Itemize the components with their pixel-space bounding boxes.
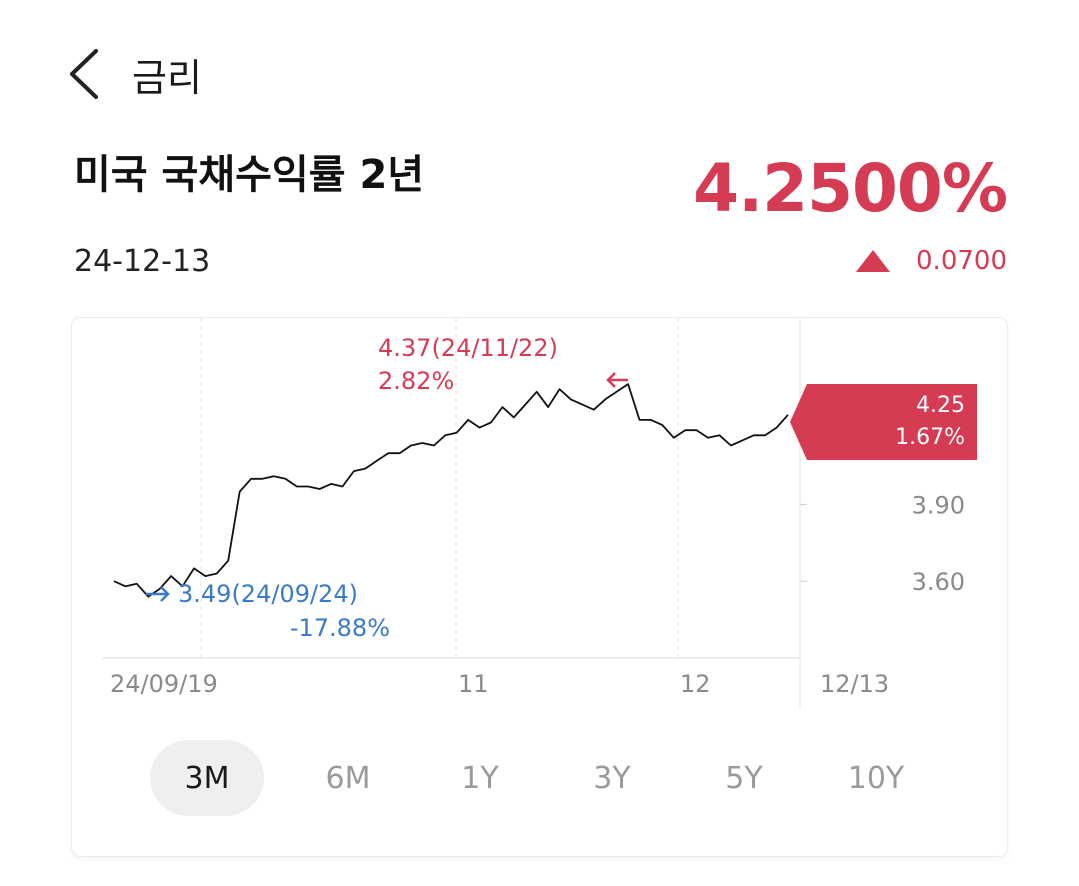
up-triangle-icon: [856, 250, 891, 272]
instrument-name: 미국 국채수익률 2년: [74, 152, 425, 198]
series-line: [113, 383, 789, 598]
high-annotation-pct: 2.82%: [378, 367, 454, 395]
low-arrow-icon: [146, 586, 170, 602]
price-change: 0.0700: [856, 246, 1007, 276]
tab-6m[interactable]: 6M: [325, 760, 371, 796]
y-tick-label: 3.90: [912, 491, 965, 519]
low-annotation-label: 3.49(24/09/24): [178, 580, 358, 608]
x-tick-label: 12/13: [820, 670, 889, 698]
header: 금리: [66, 44, 202, 104]
current-value-label: 4.25: [916, 393, 965, 418]
header-title: 금리: [132, 55, 202, 100]
high-annotation-label: 4.37(24/11/22): [378, 334, 558, 362]
range-tabs: 3M 6M 1Y 3Y 5Y 10Y: [150, 740, 942, 816]
price-change-value: 0.0700: [916, 246, 1007, 276]
high-arrow-icon: [606, 372, 628, 388]
y-tick-label: 3.60: [912, 568, 965, 596]
x-tick-label: 11: [458, 670, 489, 698]
tab-10y[interactable]: 10Y: [847, 760, 905, 796]
current-price: 4.2500%: [693, 150, 1008, 227]
x-tick-label: 24/09/19: [110, 670, 218, 698]
current-value-flag: [790, 384, 977, 460]
low-annotation-pct: -17.88%: [290, 614, 390, 642]
price-chart[interactable]: 3.90 3.60 24/09/19 11 12 12/13 4.25 1.67% 4.3…: [72, 318, 1007, 718]
tab-5y[interactable]: 5Y: [725, 760, 763, 796]
quote-date: 24-12-13: [74, 244, 211, 279]
tab-1y[interactable]: 1Y: [461, 760, 499, 796]
tab-3y[interactable]: 3Y: [593, 760, 631, 796]
chart-card: 3.90 3.60 24/09/19 11 12 12/13 4.25 1.67% 4.3…: [72, 318, 1007, 856]
current-pct-label: 1.67%: [895, 425, 965, 450]
back-arrow-icon[interactable]: [66, 44, 106, 104]
tab-3m[interactable]: 3M: [150, 740, 264, 816]
x-tick-label: 12: [680, 670, 711, 698]
